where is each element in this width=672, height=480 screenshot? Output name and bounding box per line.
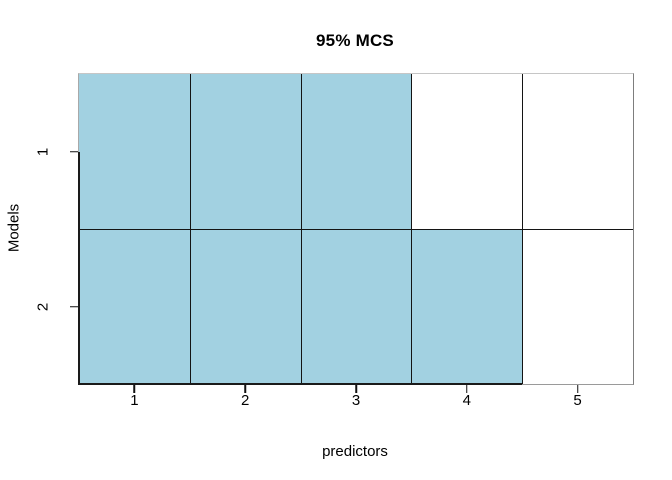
matrix-cell: [300, 229, 412, 384]
matrix-cell: [300, 74, 412, 229]
y-tick-label: 1: [34, 147, 52, 156]
matrix-cell: [411, 229, 523, 384]
model-predictor-matrix: [79, 74, 633, 384]
matrix-cell: [522, 229, 633, 384]
x-axis-label: predictors: [322, 443, 388, 460]
x-tick-mark: [133, 385, 136, 393]
matrix-cell: [79, 74, 190, 229]
matrix-cell: [522, 74, 633, 229]
y-tick-mark: [70, 305, 78, 308]
y-tick-mark: [70, 150, 78, 153]
x-tick-label: 4: [462, 392, 471, 409]
matrix-cell: [189, 74, 301, 229]
x-tick-label: 1: [130, 392, 139, 409]
x-tick-mark: [244, 385, 246, 393]
x-tick-mark: [355, 385, 357, 393]
x-tick-label: 2: [241, 392, 250, 409]
y-axis-label: Models: [5, 203, 23, 253]
row-divider: [79, 229, 633, 230]
left-edge-dark-segment: [78, 151, 80, 385]
bottom-edge-dark-segment: [79, 383, 523, 385]
y-tick-label: 2: [34, 302, 52, 311]
matrix-cell: [79, 229, 190, 384]
x-tick-label: 5: [573, 392, 582, 409]
plot-area: 1 2 3 4 5 1 2: [35, 73, 634, 409]
chart-title: 95% MCS: [316, 31, 394, 50]
matrix-cell: [189, 229, 301, 384]
x-tick-mark: [576, 385, 579, 393]
x-tick-label: 3: [351, 392, 361, 409]
matrix-cell: [411, 74, 523, 229]
x-tick-mark: [466, 385, 468, 393]
